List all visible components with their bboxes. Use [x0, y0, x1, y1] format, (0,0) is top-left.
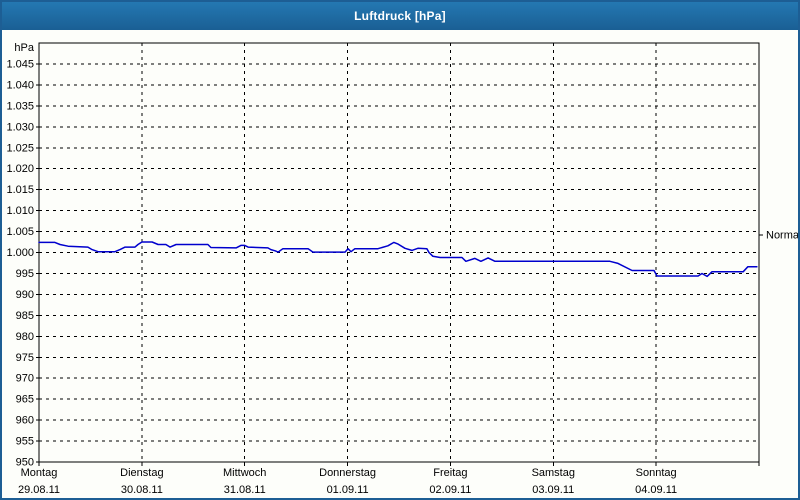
y-tick-label: 1.025 [6, 142, 34, 154]
pressure-series-line [38, 241, 758, 278]
y-tick-label: 955 [16, 436, 34, 448]
window-title: Luftdruck [hPa] [354, 9, 446, 23]
x-day-label: Sonntag [636, 467, 677, 479]
y-tick-label: 1.005 [6, 226, 34, 238]
y-tick-label: 1.035 [6, 100, 34, 112]
x-date-label: 01.09.11 [327, 484, 369, 496]
y-tick-label: 970 [16, 373, 34, 385]
y-tick-label: 990 [16, 289, 34, 301]
plot-border [38, 42, 760, 463]
x-date-label: 29.08.11 [18, 484, 60, 496]
x-date-label: 03.09.11 [532, 484, 574, 496]
y-tick-label: 1.020 [6, 163, 34, 175]
y-tick-label: 1.045 [6, 58, 34, 70]
y-tick-label: 1.000 [6, 247, 34, 259]
pressure-chart-svg: 1.045 1.040 1.035 1.030 1.025 1.020 1.015 1.010… [6, 42, 798, 496]
y-tick-label: 975 [16, 352, 34, 364]
normal-label: Normal [766, 229, 798, 241]
title-bar[interactable]: Luftdruck [hPa] [2, 2, 798, 30]
y-tick-label: 1.015 [6, 184, 34, 196]
x-day-label: Dienstag [120, 467, 163, 479]
chart-area: 1.045 1.040 1.035 1.030 1.025 1.020 1.015 1.010… [2, 30, 798, 498]
y-axis-unit-label: hPa [14, 42, 34, 54]
y-tick-label: 965 [16, 394, 34, 406]
y-tick-label: 950 [16, 457, 34, 469]
y-tick-label: 1.030 [6, 121, 34, 133]
x-date-label: 31.08.11 [224, 484, 266, 496]
y-tick-label: 985 [16, 310, 34, 322]
x-day-label: Donnerstag [319, 467, 376, 479]
y-tick-label: 960 [16, 415, 34, 427]
y-tick-label: 1.010 [6, 205, 34, 217]
x-day-label: Mittwoch [223, 467, 266, 479]
x-date-label: 02.09.11 [429, 484, 471, 496]
x-date-label: 04.09.11 [635, 484, 677, 496]
y-tick-label: 1.040 [6, 79, 34, 91]
y-tick-label: 980 [16, 331, 34, 343]
x-day-label: Montag [21, 467, 58, 479]
x-day-label: Freitag [433, 467, 467, 479]
x-day-label: Samstag [532, 467, 575, 479]
y-tick-label: 995 [16, 268, 34, 280]
x-date-label: 30.08.11 [121, 484, 163, 496]
